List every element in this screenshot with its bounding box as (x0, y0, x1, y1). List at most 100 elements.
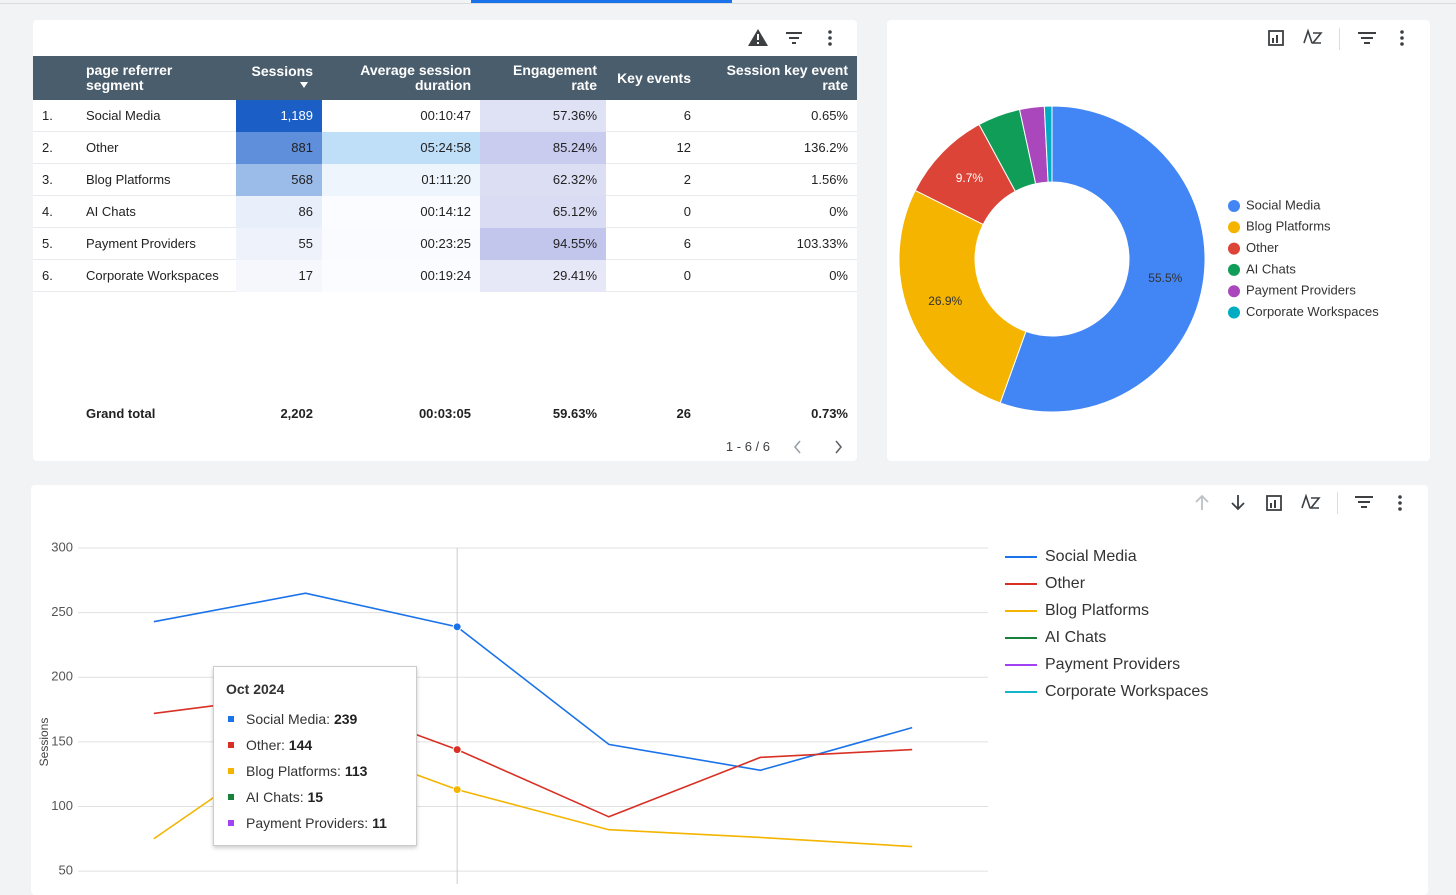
pagination: 1 - 6 / 6 (725, 439, 770, 454)
tooltip-swatch (228, 742, 234, 749)
legend-label: Other (1246, 240, 1279, 255)
table-cell: 57.36% (480, 100, 606, 132)
menu-icon[interactable] (828, 30, 832, 46)
sort-icon[interactable] (1301, 493, 1321, 509)
pie-slice (999, 105, 1206, 413)
down-arrow-icon[interactable] (1231, 495, 1245, 511)
table-cell: 94.55% (480, 228, 606, 260)
table-cell: 103.33% (796, 236, 848, 251)
warning-dot (757, 42, 759, 44)
legend-label: Blog Platforms (1045, 602, 1149, 619)
menu-icon[interactable] (1398, 495, 1402, 511)
tooltip-swatch (228, 820, 234, 827)
hover-point (452, 745, 462, 755)
hover-point (452, 785, 462, 795)
table-cell: 6 (683, 236, 691, 251)
table-cell: 3. (42, 172, 53, 187)
filter-icon[interactable] (786, 32, 802, 44)
column-header: Sessions (251, 62, 313, 79)
table-cell: AI Chats (86, 204, 136, 219)
y-tick-label: 100 (51, 798, 73, 813)
pie-slice (1043, 105, 1053, 183)
table-cell: 65.12% (480, 196, 606, 228)
legend-label: Payment Providers (1045, 656, 1180, 673)
tooltip-swatch (228, 794, 234, 801)
table-cell: 85.24% (480, 132, 606, 164)
legend-swatch (1228, 285, 1240, 298)
divider (1337, 492, 1338, 514)
table-cell: 86 (236, 196, 322, 228)
table-header (33, 56, 857, 100)
table-cell: 17 (236, 260, 322, 292)
tooltip-title: Oct 2024 (226, 681, 285, 697)
table-cell: 1. (42, 108, 53, 123)
column-header: Key events (617, 69, 691, 86)
filter-icon[interactable] (1355, 496, 1373, 508)
slice-label: 9.7% (956, 171, 984, 185)
tooltip-row: Other144 (228, 737, 312, 753)
tooltip-series: Social Media (246, 711, 334, 727)
up-arrow-icon[interactable] (1195, 494, 1209, 510)
legend-label: Social Media (1246, 197, 1321, 212)
chart-icon[interactable] (1266, 495, 1282, 511)
y-axis-label: Sessions (37, 718, 51, 767)
table-cell: 00:14:12 (322, 196, 480, 228)
column-header: Engagement rate (512, 62, 597, 93)
y-tick-label: 50 (59, 863, 73, 878)
legend-label: AI Chats (1246, 261, 1296, 276)
tooltip-row: Payment Providers11 (228, 815, 387, 831)
slice-label: 55.5% (1148, 271, 1182, 285)
next-page[interactable] (835, 440, 843, 454)
warning-mark (757, 34, 759, 40)
table-cell: 55 (236, 228, 322, 260)
table-cell: 0% (829, 204, 848, 219)
table-cell: 5. (42, 236, 53, 251)
table-cell: 881 (236, 132, 322, 164)
y-tick-label: 300 (51, 539, 73, 554)
table-cell: 4. (42, 204, 53, 219)
table-cell: 6. (42, 268, 53, 283)
legend-label: Social Media (1045, 548, 1137, 565)
table-cell: Social Media (86, 108, 161, 123)
top-border (0, 3, 1456, 4)
tooltip-value: 113 (344, 763, 368, 779)
menu-icon[interactable] (1400, 30, 1404, 46)
sort-icon[interactable] (1303, 28, 1323, 44)
tooltip-value: 144 (288, 737, 313, 753)
legend-label: AI Chats (1045, 629, 1106, 646)
legend-swatch (1228, 200, 1240, 212)
table-cell: 62.32% (480, 164, 606, 196)
table-cell: Payment Providers (86, 236, 196, 251)
hover-point (452, 622, 462, 632)
y-tick-label: 250 (51, 604, 73, 619)
table-cell: Other (86, 140, 119, 155)
y-tick-label: 150 (51, 733, 73, 748)
table-cell: Corporate Workspaces (86, 268, 219, 283)
filter-icon[interactable] (1358, 32, 1376, 44)
table-cell: 05:24:58 (322, 132, 480, 164)
prev-page[interactable] (793, 440, 801, 454)
chart-icon[interactable] (1268, 30, 1284, 46)
legend-swatch (1228, 221, 1240, 234)
table-cell: 2. (42, 140, 53, 155)
column-header: page referrer segment (86, 62, 173, 93)
total-cell: 26 (676, 406, 691, 421)
table-cell: 0% (829, 268, 848, 283)
table-cell: 00:23:25 (322, 228, 480, 260)
total-cell: 2,202 (280, 406, 313, 421)
divider (1339, 28, 1340, 50)
table-cell: 2 (683, 172, 691, 187)
tooltip-series: Payment Providers (246, 815, 372, 831)
tooltip: Oct 2024 Social Media239 Other144 Blog Pla… (213, 666, 417, 846)
legend-label: Payment Providers (1246, 283, 1356, 298)
legend-label: Blog Platforms (1246, 219, 1331, 234)
y-tick-label: 200 (51, 669, 73, 684)
table-cell: 0 (683, 204, 691, 219)
total-cell: 00:03:05 (418, 406, 471, 421)
tooltip-swatch (228, 768, 234, 775)
tooltip-row: Social Media239 (228, 711, 357, 727)
table-cell: 0.65% (811, 108, 848, 123)
tooltip-row: Blog Platforms113 (228, 763, 367, 779)
tooltip-series: Blog Platforms (246, 763, 345, 779)
